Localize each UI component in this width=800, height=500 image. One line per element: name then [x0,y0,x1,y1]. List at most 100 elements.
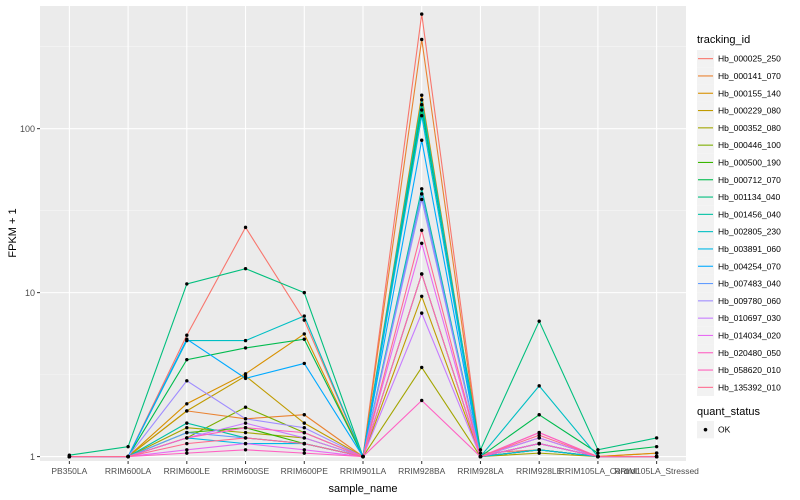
y-axis: 1 10 100 [20,124,40,462]
data-point [126,444,130,449]
data-point [420,93,424,97]
data-point [302,441,306,446]
data-point [302,430,306,435]
legend-label: OK [718,425,731,435]
data-point [420,138,424,142]
legend-label: Hb_003891_060 [718,244,781,254]
x-tick-label: RRIM901LA [340,466,387,476]
data-point [243,448,248,452]
data-point [185,282,189,286]
data-point [420,113,424,118]
data-point [302,436,306,440]
data-point [185,379,189,383]
y-tick-label: 10 [25,288,35,298]
data-point [243,441,248,446]
data-point [243,266,248,271]
legend-label: Hb_000446_100 [718,140,781,150]
data-point [302,421,306,425]
data-point [654,454,659,459]
legend-quant: OK [697,421,731,439]
data-point [243,376,248,381]
data-point [537,384,541,388]
legend-label: Hb_001456_040 [718,209,781,219]
data-point [361,454,365,459]
x-axis: PB350LA RRIM600LA RRIM600LE RRIM600SE RRIM60… [51,461,699,476]
data-point [537,441,541,446]
x-tick-label: RRIM928LE [516,466,563,476]
x-tick-label: RRIM600LA [105,466,152,476]
legend-label: Hb_007483_040 [718,279,781,289]
data-point [420,311,424,315]
data-point [302,314,306,318]
data-point [654,451,659,455]
data-point [243,346,248,350]
legend-label: Hb_135392_010 [718,382,781,392]
legend-label: Hb_010697_030 [718,313,781,323]
data-point [302,448,306,452]
data-point [302,361,306,366]
data-point [185,448,189,452]
legend-title: tracking_id [697,34,750,46]
data-point [302,318,306,322]
data-point [654,436,659,440]
data-point [420,192,424,196]
y-tick-label: 100 [20,124,35,134]
data-point [420,98,424,102]
data-point [420,272,424,276]
data-point [126,454,130,459]
legend-label: Hb_000352_080 [718,123,781,133]
data-point [302,426,306,430]
data-point [420,187,424,191]
legend-label: Hb_009780_060 [718,296,781,306]
data-point [243,405,248,409]
data-point [243,421,248,425]
legend-label: Hb_000500_190 [718,157,781,167]
data-point [302,413,306,417]
data-point [185,357,189,362]
data-point [478,448,483,452]
legend-label: Hb_000155_140 [718,88,781,98]
y-axis-title: FPKM + 1 [7,208,19,257]
legend-key-point [703,427,708,432]
x-tick-label: RRIM105LA_Control [559,466,638,476]
data-point [537,451,541,455]
data-point [420,37,424,42]
x-tick-label: RRIM928LA [457,466,504,476]
legend-label: Hb_058620_010 [718,365,781,375]
data-point [596,448,600,452]
data-point [420,241,424,245]
data-point [185,426,189,430]
data-point [420,228,424,232]
x-tick-label: RRIM600PE [281,466,329,476]
data-point [67,454,72,459]
legend-label: Hb_001134_040 [718,192,781,202]
legend-label: Hb_000141_070 [718,71,781,81]
data-point [302,290,306,295]
legend-entries: Hb_000025_250 Hb_000141_070 Hb_000155_140 H… [697,50,781,396]
legend-label: Hb_020480_050 [718,348,781,358]
x-tick-label: RRIM600SE [222,466,270,476]
data-point [537,448,541,452]
data-point [185,333,189,337]
series-points [67,12,659,459]
data-point [185,421,189,425]
data-point [654,444,659,449]
data-point [420,103,424,107]
data-point [596,454,600,459]
data-point [185,337,189,341]
x-axis-title: sample_name [328,483,397,495]
data-point [302,337,306,341]
data-point [243,225,248,230]
x-tick-label: RRIM600LE [164,466,211,476]
x-tick-label: RRIM928BA [398,466,446,476]
data-point [243,374,248,378]
data-point [420,398,424,403]
legend-label: Hb_004254_070 [718,261,781,271]
data-point [243,426,248,430]
data-point [420,12,424,16]
legend-quant-title: quant_status [697,406,760,418]
data-point [302,451,306,455]
grid-major [40,6,686,461]
legend-label: Hb_000229_080 [718,106,781,116]
